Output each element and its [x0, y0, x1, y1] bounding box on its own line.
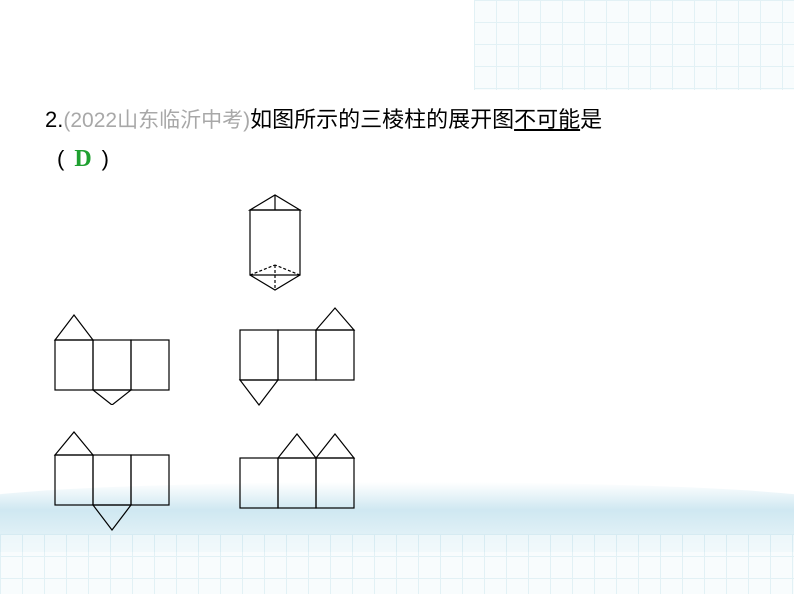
net-option-c [45, 428, 175, 548]
question-number: 2. [45, 107, 63, 132]
question-underline: 不可能 [514, 107, 580, 132]
triangular-prism [235, 190, 315, 295]
net-option-b [230, 305, 360, 415]
net-option-d [230, 428, 370, 538]
question-stem-after: 是 [580, 107, 602, 132]
grid-decoration-top [474, 0, 794, 90]
answer-letter: D [64, 146, 101, 172]
answer-line: (D) [57, 146, 754, 173]
question-source: (2022山东临沂中考) [63, 109, 250, 132]
question-content: 2.(2022山东临沂中考)如图所示的三棱柱的展开图不可能是 (D) [45, 100, 754, 173]
question-stem-before: 如图所示的三棱柱的展开图 [250, 107, 514, 132]
question-text: 2.(2022山东临沂中考)如图所示的三棱柱的展开图不可能是 [45, 100, 754, 140]
net-option-a [45, 305, 175, 405]
